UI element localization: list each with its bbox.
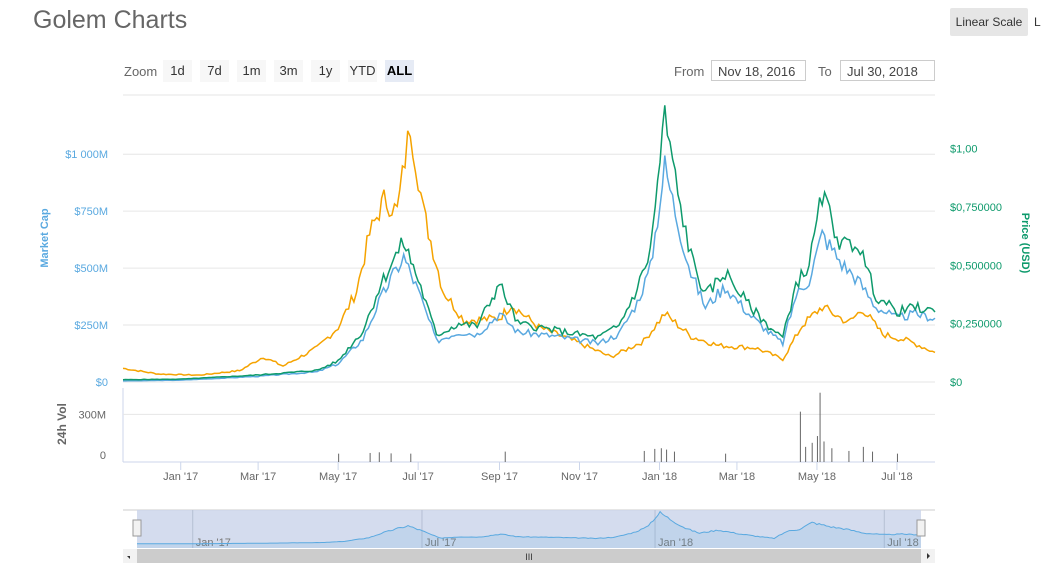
price-usd-series	[122, 105, 936, 381]
left-axis-tick: $250M	[74, 320, 108, 332]
right-axis-title: Price (USD)	[1019, 213, 1031, 274]
right-axis-tick: $0	[950, 377, 962, 389]
scrollbar-grip-icon: III	[525, 552, 533, 562]
left-axis-title: Market Cap	[39, 208, 51, 268]
volume-bar	[338, 453, 340, 462]
navigator-selected-range	[137, 510, 921, 548]
volume-bar	[673, 451, 675, 462]
navigator-handle-right[interactable]	[916, 519, 926, 537]
to-date-input[interactable]: Jul 30, 2018	[840, 60, 935, 81]
volume-bar	[410, 453, 412, 462]
zoom-ytd-button[interactable]: YTD	[348, 60, 377, 82]
volume-bar	[643, 450, 645, 462]
volume-bar	[660, 448, 662, 462]
volume-axis-tick: 300M	[78, 409, 106, 421]
volume-bar	[654, 448, 656, 462]
volume-bar	[823, 441, 825, 462]
navigator-tick-label: Jan '18	[658, 537, 693, 549]
x-axis-tick-label: Nov '17	[561, 471, 598, 483]
volume-bar	[862, 446, 864, 462]
to-label: To	[818, 64, 832, 79]
volume-bar	[831, 448, 833, 462]
log-scale-button[interactable]: L	[1034, 15, 1041, 29]
zoom-1m-button[interactable]: 1m	[237, 60, 266, 82]
volume-bar	[390, 453, 392, 462]
navigator-tick-label: Jul '18	[887, 537, 918, 549]
right-axis-tick: $1,00	[950, 144, 978, 156]
from-label: From	[674, 64, 705, 79]
from-date-input[interactable]: Nov 18, 2016	[711, 60, 806, 81]
volume-bar	[872, 451, 874, 462]
left-axis-tick: $750M	[74, 206, 108, 218]
navigator-area	[137, 511, 921, 548]
volume-bar	[848, 450, 850, 462]
right-axis-tick: $0,500000	[950, 260, 1002, 272]
volume-bar	[819, 392, 821, 462]
volume-bar	[805, 446, 807, 462]
volume-bar	[816, 436, 818, 462]
x-axis-tick-label: May '17	[319, 471, 357, 483]
zoom-7d-button[interactable]: 7d	[200, 60, 229, 82]
volume-axis-title: 24h Vol	[55, 403, 69, 445]
volume-axis-tick: 0	[100, 450, 106, 462]
volume-bar	[896, 453, 898, 462]
linear-scale-button[interactable]: Linear Scale	[950, 8, 1028, 36]
zoom-1d-button[interactable]: 1d	[163, 60, 192, 82]
right-axis-tick: $0,750000	[950, 202, 1002, 214]
volume-bar	[378, 452, 380, 462]
x-axis-tick-label: Jul '18	[881, 471, 912, 483]
x-axis-tick-label: Jan '17	[163, 471, 198, 483]
zoom-3m-button[interactable]: 3m	[274, 60, 303, 82]
x-axis-tick-label: Jul '17	[402, 471, 433, 483]
volume-bar	[369, 452, 371, 462]
x-axis-tick-label: May '18	[798, 471, 836, 483]
scrollbar-thumb[interactable]	[137, 549, 921, 563]
x-axis-tick-label: Mar '18	[719, 471, 755, 483]
zoom-all-button[interactable]: ALL	[385, 60, 414, 82]
volume-bar	[799, 411, 801, 462]
volume-bar	[504, 451, 506, 462]
left-axis-tick: $1 000M	[65, 149, 108, 161]
volume-bar	[666, 449, 668, 462]
x-axis-tick-label: Sep '17	[481, 471, 518, 483]
x-axis-tick-label: Jan '18	[642, 471, 677, 483]
volume-bar	[725, 453, 727, 462]
zoom-1y-button[interactable]: 1y	[311, 60, 340, 82]
zoom-label: Zoom	[124, 64, 158, 79]
navigator-tick-label: Jan '17	[196, 537, 231, 549]
page-title: Golem Charts	[33, 6, 188, 34]
navigator-series	[137, 510, 922, 545]
scroll-right-arrow-icon[interactable]	[927, 553, 930, 559]
scroll-left-arrow-icon[interactable]	[127, 553, 130, 559]
navigator-handle-left[interactable]	[132, 519, 142, 537]
left-axis-tick: $500M	[74, 263, 108, 275]
left-axis-tick: $0	[96, 377, 108, 389]
price-btc-series	[122, 130, 936, 377]
volume-bar	[811, 442, 813, 462]
right-axis-tick: $0,250000	[950, 319, 1002, 331]
navigator-tick-label: Jul '17	[425, 537, 456, 549]
x-axis-tick-label: Mar '17	[240, 471, 276, 483]
